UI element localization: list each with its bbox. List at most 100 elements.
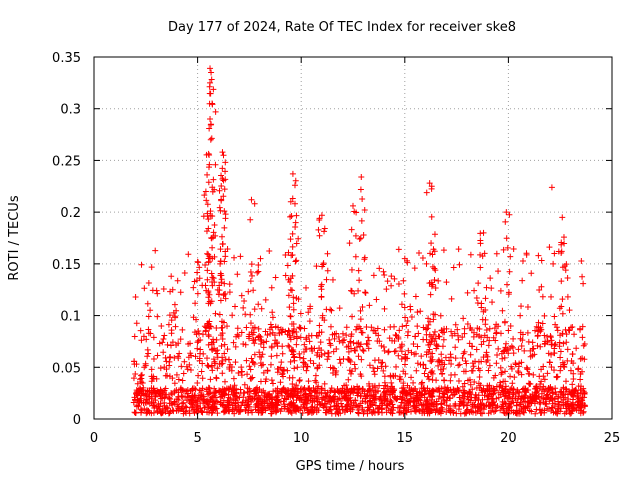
data-point xyxy=(193,398,200,405)
data-point xyxy=(204,171,211,178)
data-point xyxy=(407,391,414,398)
data-point xyxy=(297,325,304,332)
data-point xyxy=(550,260,557,267)
data-point xyxy=(436,358,443,365)
data-point xyxy=(416,396,423,403)
data-point xyxy=(192,300,199,307)
data-point xyxy=(216,311,223,318)
data-point xyxy=(212,387,219,394)
data-point xyxy=(402,351,409,358)
data-point xyxy=(562,267,569,274)
data-point xyxy=(575,365,582,372)
data-point xyxy=(171,380,178,387)
data-point xyxy=(564,346,571,353)
data-point xyxy=(397,403,404,410)
data-point xyxy=(277,379,284,386)
data-point xyxy=(518,371,525,378)
data-point xyxy=(132,396,139,403)
data-point xyxy=(150,334,157,341)
data-point xyxy=(209,407,216,414)
data-point xyxy=(493,383,500,390)
data-point xyxy=(423,325,430,332)
data-point xyxy=(291,353,298,360)
data-point xyxy=(537,328,544,335)
data-point xyxy=(218,279,225,286)
data-point xyxy=(410,387,417,394)
data-point xyxy=(483,326,490,333)
data-point xyxy=(353,326,360,333)
data-point xyxy=(415,330,422,337)
data-point xyxy=(229,408,236,415)
data-point xyxy=(559,214,566,221)
data-point xyxy=(193,277,200,284)
data-point xyxy=(330,348,337,355)
data-point xyxy=(159,390,166,397)
data-point xyxy=(456,261,463,268)
data-point xyxy=(211,222,218,229)
data-point xyxy=(303,367,310,374)
data-point xyxy=(289,230,296,237)
data-point xyxy=(457,398,464,405)
data-point xyxy=(148,366,155,373)
data-point xyxy=(398,343,405,350)
data-point xyxy=(291,385,298,392)
data-point xyxy=(505,394,512,401)
data-point xyxy=(494,351,501,358)
data-point xyxy=(209,347,216,354)
data-point xyxy=(429,251,436,258)
data-point xyxy=(136,399,143,406)
data-point xyxy=(558,303,565,310)
data-point xyxy=(293,212,300,219)
data-point xyxy=(195,337,202,344)
data-point xyxy=(358,217,365,224)
data-point xyxy=(209,282,216,289)
data-point xyxy=(347,397,354,404)
data-point xyxy=(222,211,229,218)
data-point xyxy=(224,346,231,353)
data-point xyxy=(255,334,262,341)
data-point xyxy=(538,378,545,385)
data-point xyxy=(180,408,187,415)
x-tick-label: 5 xyxy=(193,431,201,446)
data-point xyxy=(258,305,265,312)
data-point xyxy=(412,333,419,340)
data-point xyxy=(469,402,476,409)
data-point xyxy=(261,399,268,406)
data-point xyxy=(279,350,286,357)
data-point xyxy=(559,330,566,337)
data-point xyxy=(484,353,491,360)
data-point xyxy=(561,263,568,270)
data-point xyxy=(497,364,504,371)
data-point xyxy=(345,376,352,383)
data-point xyxy=(396,327,403,334)
data-point xyxy=(505,327,512,334)
data-point xyxy=(518,303,525,310)
data-point xyxy=(314,385,321,392)
data-point xyxy=(313,263,320,270)
data-point xyxy=(464,321,471,328)
data-point xyxy=(413,395,420,402)
data-point xyxy=(376,265,383,272)
data-point xyxy=(195,372,202,379)
data-point xyxy=(495,268,502,275)
data-point xyxy=(272,399,279,406)
data-point xyxy=(205,384,212,391)
data-point xyxy=(523,250,530,257)
data-point xyxy=(428,240,435,247)
data-point xyxy=(205,363,212,370)
data-point xyxy=(179,394,186,401)
data-point xyxy=(566,327,573,334)
data-point xyxy=(470,329,477,336)
data-point xyxy=(190,284,197,291)
data-point xyxy=(559,310,566,317)
data-point xyxy=(222,248,229,255)
data-point xyxy=(185,251,192,258)
y-tick-label: 0.1 xyxy=(60,310,81,325)
data-point xyxy=(356,343,363,350)
data-point xyxy=(305,378,312,385)
data-point xyxy=(217,246,224,253)
data-point xyxy=(516,410,523,417)
data-point xyxy=(295,235,302,242)
data-point xyxy=(171,354,178,361)
data-point xyxy=(534,342,541,349)
